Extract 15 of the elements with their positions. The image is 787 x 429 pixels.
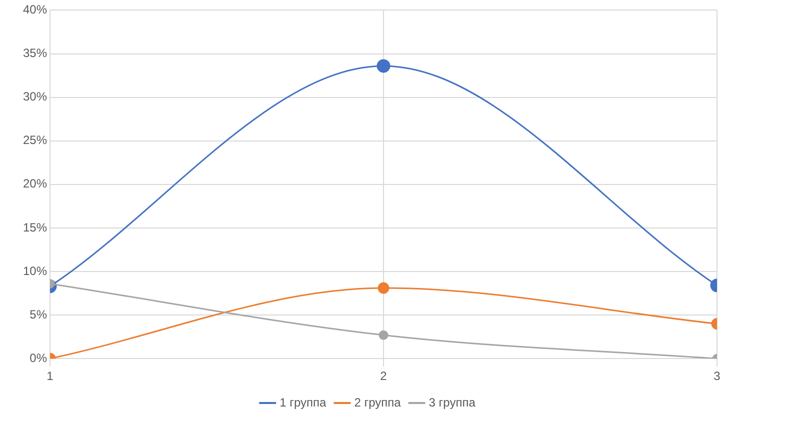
- y-tick-label: 20%: [22, 176, 48, 191]
- x-tick-label: 2: [380, 369, 388, 384]
- y-tick-label: 25%: [22, 133, 48, 148]
- y-tick-label: 15%: [22, 220, 48, 234]
- legend-label: 1 группа: [280, 395, 327, 410]
- y-tick-label: 10%: [22, 264, 48, 278]
- y-tick-label: 40%: [22, 2, 48, 17]
- y-tick-label: 30%: [22, 90, 48, 104]
- x-tick-label: 3: [714, 369, 721, 384]
- y-tick-label: 35%: [22, 46, 48, 60]
- x-tick-label: 1: [46, 369, 54, 384]
- legend-label: 3 группа: [428, 395, 476, 410]
- legend-label: 2 группа: [354, 395, 402, 410]
- y-tick-label: 0%: [30, 350, 48, 365]
- y-tick-label: 5%: [30, 307, 48, 322]
